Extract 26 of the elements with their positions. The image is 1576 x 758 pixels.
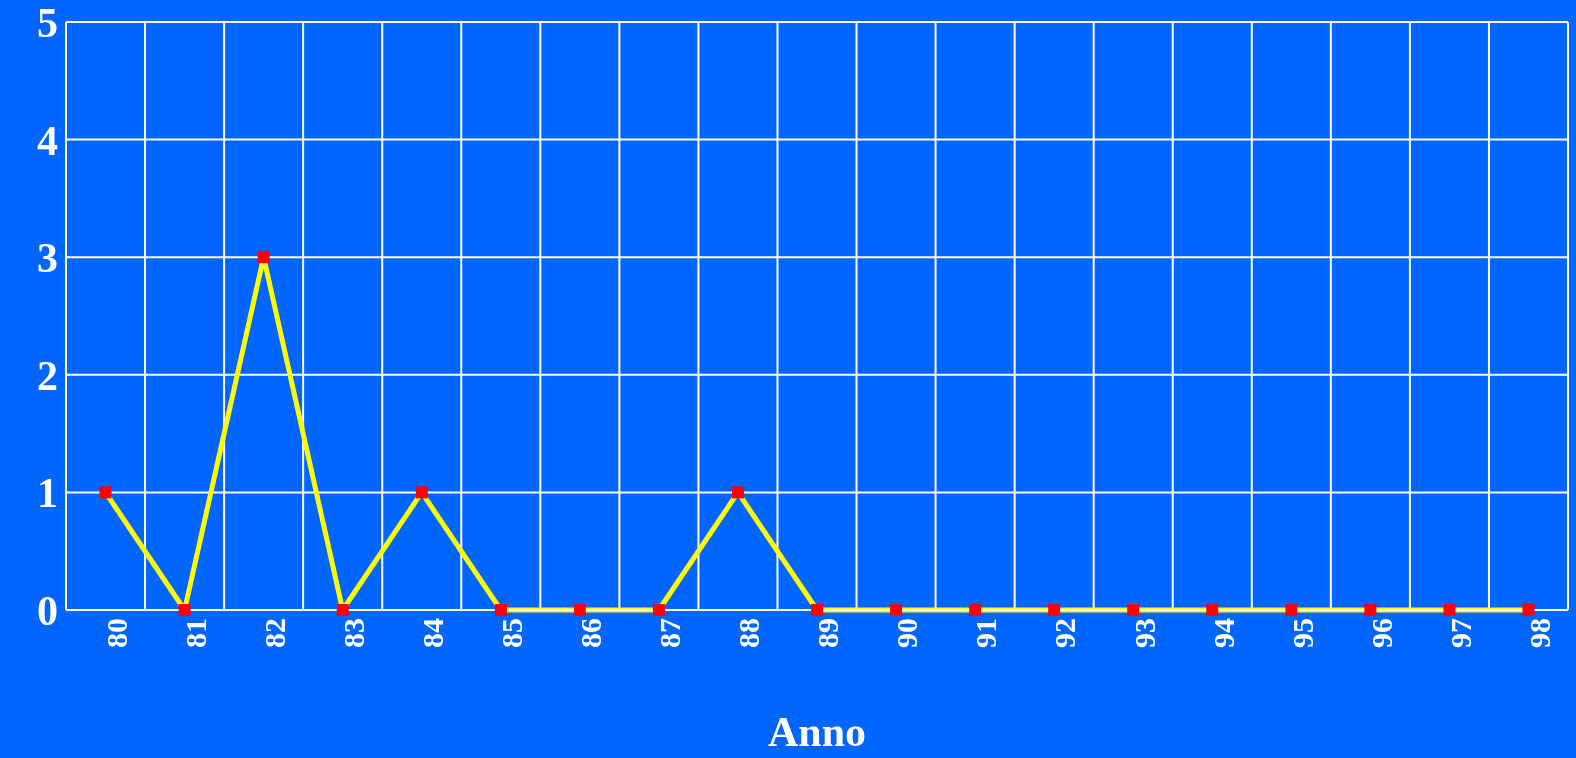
- x-tick-label: 91: [969, 618, 1003, 648]
- x-tick-label: 95: [1285, 618, 1319, 648]
- x-tick-label: 98: [1522, 618, 1556, 648]
- y-tick-label: 1: [37, 470, 58, 517]
- x-axis-title: Anno: [767, 709, 867, 755]
- x-tick-label: 85: [495, 618, 529, 648]
- x-tick-label: 87: [653, 618, 687, 648]
- x-tick-label: 81: [178, 618, 212, 648]
- x-tick-label: 90: [890, 618, 924, 648]
- x-tick-label: 82: [257, 618, 291, 648]
- x-tick-label: 96: [1364, 618, 1398, 648]
- y-tick-label: 2: [37, 352, 58, 399]
- y-tick-label: 5: [37, 0, 58, 46]
- x-tick-label: 97: [1443, 618, 1477, 648]
- x-tick-label: 83: [336, 618, 370, 648]
- x-tick-label: 84: [416, 618, 450, 648]
- x-tick-label: 93: [1127, 618, 1161, 648]
- x-tick-label: 89: [811, 618, 845, 648]
- x-tick-label: 92: [1048, 618, 1082, 648]
- y-tick-label: 3: [37, 235, 58, 282]
- x-tick-label: 94: [1206, 618, 1240, 648]
- y-tick-label: 0: [37, 587, 58, 634]
- x-tick-label: 80: [99, 618, 133, 648]
- x-tick-label: 86: [574, 618, 608, 648]
- y-tick-label: 4: [37, 117, 58, 164]
- x-tick-label: 88: [732, 618, 766, 648]
